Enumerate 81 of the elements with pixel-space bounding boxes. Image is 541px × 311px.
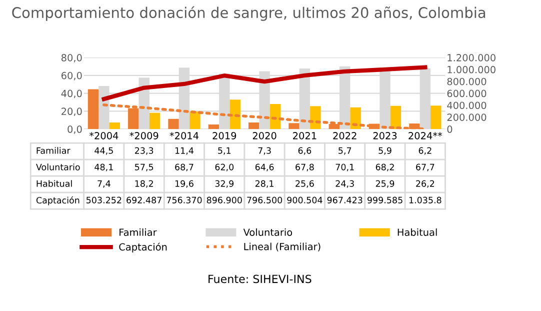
data-label: 25,9 (376, 180, 394, 188)
data-label: 32,9 (215, 180, 234, 188)
y2-tick-label: 1.200.000 (448, 54, 496, 62)
data-label: 62,0 (215, 164, 234, 172)
data-label: 64,6 (255, 164, 274, 172)
chart-title: Comportamiento donación de sangre, ultimos 20 años, Colombia (12, 6, 486, 21)
bar (208, 124, 220, 130)
bar (310, 106, 321, 130)
y-tick-label: 0,0 (68, 126, 82, 134)
legend-label: Captación (119, 242, 167, 252)
x-tick-label: *2014 (170, 132, 198, 140)
y2-tick-label: 800.000 (447, 78, 486, 86)
x-tick-label: 2021 (293, 132, 316, 140)
legend-label: Habitual (398, 228, 437, 236)
y-tick-label: 80,0 (61, 54, 82, 62)
data-label: 67,7 (416, 164, 434, 172)
y-tick-label: 40,0 (61, 90, 82, 98)
bar (190, 112, 200, 130)
data-label: 23,3 (134, 147, 154, 155)
line-series (102, 65, 428, 102)
data-label: 19,6 (175, 180, 194, 188)
text: Familiar (36, 147, 70, 154)
data-label: 896.900 (206, 196, 242, 204)
bar (230, 100, 240, 130)
bar (350, 107, 361, 130)
x-tick-label: 2023 (373, 132, 397, 140)
data-label: 900.504 (287, 196, 322, 204)
legend-label: Voluntario (243, 228, 292, 236)
x-tick-label: 2024** (408, 132, 442, 140)
bar (168, 118, 179, 130)
data-label: 44,5 (94, 147, 113, 155)
data-label: 25,6 (296, 180, 314, 188)
data-label: 70,1 (336, 164, 354, 172)
y2-tick-label: 0 (447, 126, 452, 133)
data-label: 967.423 (327, 196, 362, 204)
y2-tick-label: 400.000 (447, 102, 486, 110)
bar (109, 122, 120, 130)
y2-tick-label: 200.000 (447, 114, 486, 121)
y2-tick-label: 1.000.000 (448, 66, 496, 74)
data-label: 5,7 (338, 147, 352, 155)
bar (430, 106, 442, 130)
y-tick-label: 60,0 (62, 72, 82, 80)
data-label: 57,5 (135, 164, 154, 172)
data-label: 796.500 (247, 196, 282, 204)
source-note: Fuente: SIHEVI-INS (208, 274, 312, 284)
data-label: 5,1 (218, 147, 231, 155)
data-label: 26,2 (416, 180, 434, 188)
x-tick-label: 2019 (212, 132, 236, 140)
bar (149, 112, 160, 130)
data-label: 7,3 (258, 147, 271, 155)
x-tick-label: 2022 (333, 132, 356, 140)
data-label: 67,8 (296, 164, 314, 172)
legend-label: Lineal (Familiar) (244, 242, 320, 252)
data-label: 692.487 (126, 196, 162, 204)
bar (270, 104, 281, 130)
text: Habitual (36, 180, 72, 187)
data-label: 11,4 (175, 147, 194, 155)
data-label: 24,3 (336, 180, 354, 188)
data-label: 48,1 (94, 164, 113, 172)
x-tick-label: *2009 (130, 132, 158, 140)
data-label: 999.585 (367, 196, 402, 204)
data-label: 68,2 (376, 164, 394, 172)
data-label: 6,2 (418, 147, 432, 155)
data-label: 1.035.8 (409, 196, 442, 204)
y-tick-label: 20,0 (62, 108, 82, 116)
data-label: 5,9 (378, 147, 392, 155)
data-label: 7,4 (98, 180, 110, 188)
x-tick-label: 2020 (252, 132, 276, 140)
data-label: 28,1 (255, 180, 274, 188)
data-label: 18,2 (135, 180, 153, 188)
bar (248, 122, 260, 130)
bar (88, 89, 99, 130)
data-label: 6,6 (298, 147, 312, 155)
y2-tick-label: 600.000 (447, 90, 486, 98)
text: Captación (36, 196, 80, 206)
x-tick-label: *2004 (89, 132, 118, 140)
legend-label: Familiar (120, 228, 157, 236)
data-label: 68,7 (175, 164, 194, 172)
text: Voluntario (36, 164, 80, 170)
data-label: 756.370 (166, 196, 202, 204)
data-label: 503.252 (86, 196, 122, 204)
